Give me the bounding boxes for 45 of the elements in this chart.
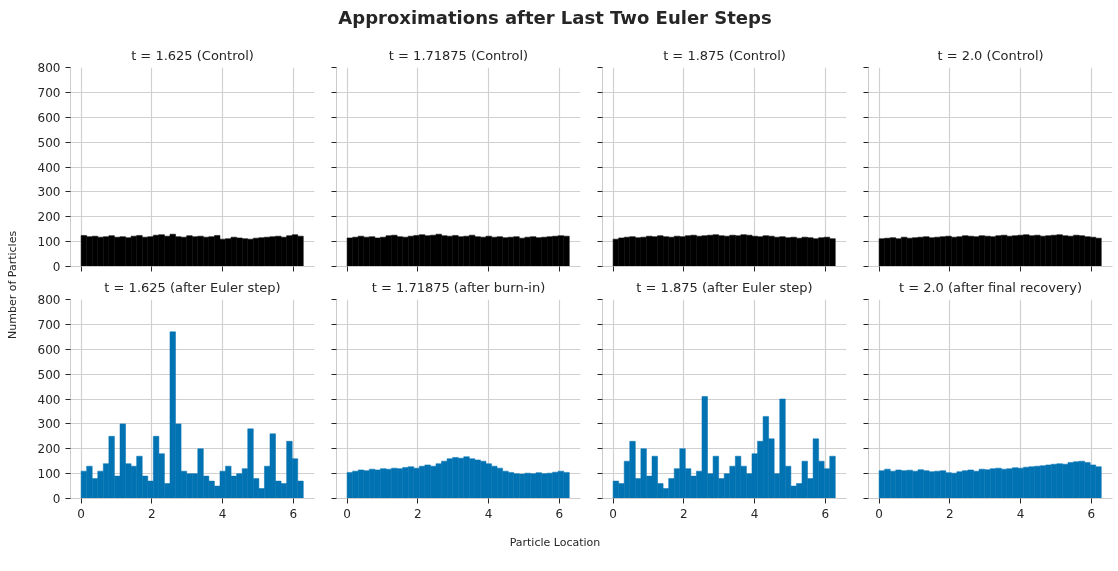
y-tick-label: 600: [37, 110, 61, 125]
y-tick-label: 700: [37, 85, 61, 100]
chart-title: t = 1.625 (Control): [131, 47, 254, 63]
y-tick-label: 100: [37, 235, 61, 250]
x-tick-label: 6: [289, 506, 298, 521]
x-tick-label: 0: [875, 506, 883, 521]
x-tick-label: 0: [609, 506, 617, 521]
x-tick-label: 2: [946, 506, 954, 521]
x-tick-label: 0: [77, 506, 85, 521]
chart-title: t = 2.0 (after final recovery): [898, 279, 1083, 295]
y-tick-label: 300: [37, 185, 61, 200]
y-tick-label: 400: [37, 392, 61, 407]
y-tick-label: 800: [37, 293, 61, 307]
x-tick-label: 4: [484, 506, 493, 521]
x-tick-label: 4: [1016, 506, 1025, 521]
y-tick-label: 200: [37, 442, 61, 457]
y-tick-label: 400: [37, 160, 61, 175]
x-tick-label: 0: [343, 506, 351, 521]
x-tick-label: 6: [555, 506, 564, 521]
y-tick-label: 500: [37, 135, 61, 150]
text: Approximations after Last Two Euler Steps: [338, 6, 772, 30]
y-tick-label: 700: [37, 317, 61, 332]
y-tick-label: 0: [52, 492, 61, 506]
y-tick-label: 600: [37, 342, 61, 357]
x-tick-label: 2: [148, 506, 156, 521]
chart-title: t = 2.0 (Control): [937, 47, 1044, 63]
y-tick-label: 800: [37, 61, 61, 75]
chart-title: t = 1.625 (after Euler step): [104, 279, 281, 295]
y-tick-label: 200: [37, 210, 61, 225]
x-tick-label: 6: [821, 506, 830, 521]
x-tick-label: 2: [680, 506, 688, 521]
x-tick-label: 4: [750, 506, 759, 521]
y-tick-label: 0: [52, 260, 61, 274]
chart-title: t = 1.71875 (Control): [388, 47, 529, 63]
x-axis-title: Particle Location: [509, 535, 601, 551]
x-tick-label: 4: [218, 506, 227, 521]
chart-title: t = 1.71875 (after burn-in): [371, 279, 546, 295]
x-tick-label: 2: [414, 506, 422, 521]
chart-title: t = 1.875 (after Euler step): [636, 279, 813, 295]
x-tick-label: 6: [1087, 506, 1096, 521]
y-tick-label: 500: [37, 367, 61, 382]
chart-title: t = 1.875 (Control): [663, 47, 786, 63]
y-tick-label: 100: [37, 467, 61, 482]
y-axis-title: Number of Particles: [5, 230, 20, 340]
y-tick-label: 300: [37, 417, 61, 432]
